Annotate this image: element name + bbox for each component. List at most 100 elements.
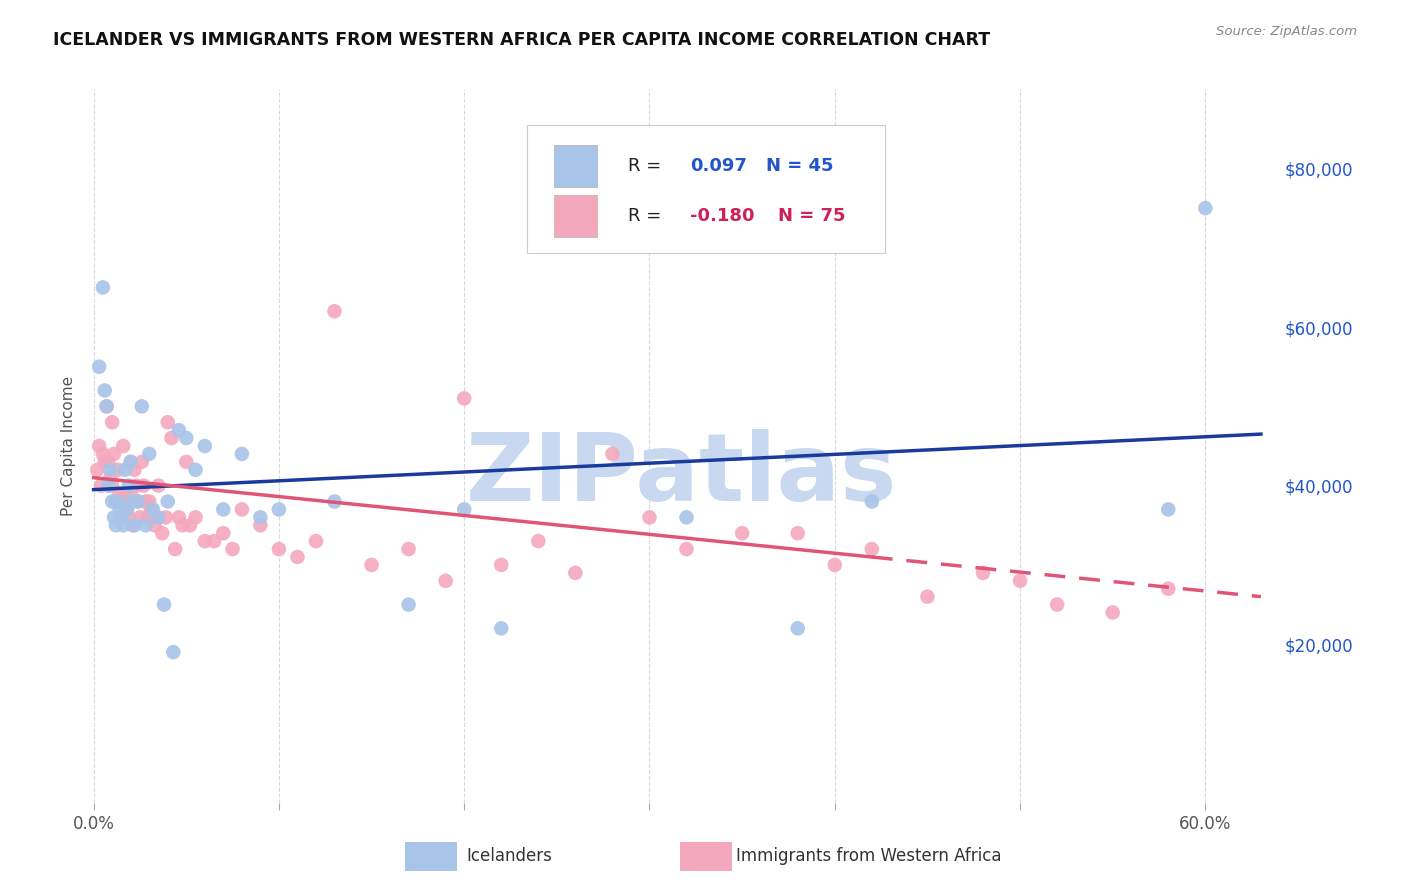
FancyBboxPatch shape xyxy=(527,125,886,253)
Point xyxy=(129,510,152,524)
Text: Icelanders: Icelanders xyxy=(467,847,553,865)
Point xyxy=(212,502,235,516)
Point xyxy=(93,384,115,398)
Point xyxy=(287,549,309,564)
Point xyxy=(360,558,382,572)
Point xyxy=(143,518,166,533)
Point xyxy=(917,590,939,604)
Point xyxy=(786,526,808,541)
Point xyxy=(112,439,135,453)
Point xyxy=(194,534,217,549)
Point xyxy=(155,510,177,524)
Point xyxy=(110,510,132,524)
Point xyxy=(491,558,513,572)
Text: R =: R = xyxy=(628,207,666,225)
FancyBboxPatch shape xyxy=(554,194,598,237)
Point xyxy=(104,494,127,508)
Point xyxy=(131,400,153,414)
Point xyxy=(153,598,176,612)
Point xyxy=(110,494,132,508)
Point xyxy=(120,455,142,469)
Point xyxy=(323,494,346,508)
Point xyxy=(184,463,207,477)
Point xyxy=(103,447,125,461)
Point xyxy=(1010,574,1032,588)
Point xyxy=(127,494,149,508)
Point xyxy=(638,510,661,524)
Point xyxy=(150,526,173,541)
Point xyxy=(453,502,475,516)
Point xyxy=(89,359,111,374)
Point xyxy=(212,526,235,541)
Point xyxy=(101,415,124,429)
Point xyxy=(174,431,197,445)
Point xyxy=(118,478,141,492)
Point xyxy=(138,447,160,461)
Point xyxy=(132,478,155,492)
Point xyxy=(172,518,194,533)
Point xyxy=(167,423,190,437)
Point xyxy=(179,518,201,533)
Point xyxy=(156,494,179,508)
Point xyxy=(860,494,883,508)
Point xyxy=(104,518,127,533)
Point xyxy=(398,542,420,557)
Point xyxy=(142,502,165,516)
Point xyxy=(121,494,143,508)
Point xyxy=(96,400,118,414)
Point xyxy=(1157,582,1180,596)
Point xyxy=(148,510,170,524)
Point xyxy=(120,455,142,469)
Point xyxy=(101,494,124,508)
Point xyxy=(96,400,118,414)
Point xyxy=(305,534,328,549)
Point xyxy=(267,502,290,516)
Point xyxy=(194,439,217,453)
Point xyxy=(115,502,138,516)
Point xyxy=(221,542,243,557)
Point xyxy=(98,471,121,485)
Point xyxy=(90,478,112,492)
Point xyxy=(564,566,586,580)
Point xyxy=(124,518,146,533)
Point xyxy=(165,542,187,557)
Point xyxy=(1157,502,1180,516)
Point xyxy=(118,510,141,524)
Point xyxy=(972,566,994,580)
Text: Immigrants from Western Africa: Immigrants from Western Africa xyxy=(735,847,1001,865)
Point xyxy=(249,510,271,524)
Point xyxy=(103,510,125,524)
Point xyxy=(453,392,475,406)
Point xyxy=(107,463,129,477)
Y-axis label: Per Capita Income: Per Capita Income xyxy=(60,376,76,516)
Point xyxy=(115,502,138,516)
Point xyxy=(125,478,148,492)
Text: 0.097: 0.097 xyxy=(690,157,747,175)
Point xyxy=(491,621,513,635)
Point xyxy=(731,526,754,541)
Point xyxy=(142,510,165,524)
Point xyxy=(89,439,111,453)
Point xyxy=(160,431,183,445)
Point xyxy=(267,542,290,557)
Point xyxy=(162,645,184,659)
Point xyxy=(602,447,624,461)
Point xyxy=(138,494,160,508)
Point xyxy=(249,518,271,533)
Point xyxy=(86,463,108,477)
Point xyxy=(112,518,135,533)
FancyBboxPatch shape xyxy=(405,842,457,871)
Point xyxy=(98,463,121,477)
Point xyxy=(93,455,115,469)
Point xyxy=(1101,606,1123,620)
Point xyxy=(824,558,846,572)
FancyBboxPatch shape xyxy=(679,842,733,871)
Text: Source: ZipAtlas.com: Source: ZipAtlas.com xyxy=(1216,25,1357,38)
Point xyxy=(97,478,120,492)
Point xyxy=(323,304,346,318)
FancyBboxPatch shape xyxy=(554,145,598,187)
Point xyxy=(860,542,883,557)
Point xyxy=(156,415,179,429)
Point xyxy=(1194,201,1216,215)
Point xyxy=(131,455,153,469)
